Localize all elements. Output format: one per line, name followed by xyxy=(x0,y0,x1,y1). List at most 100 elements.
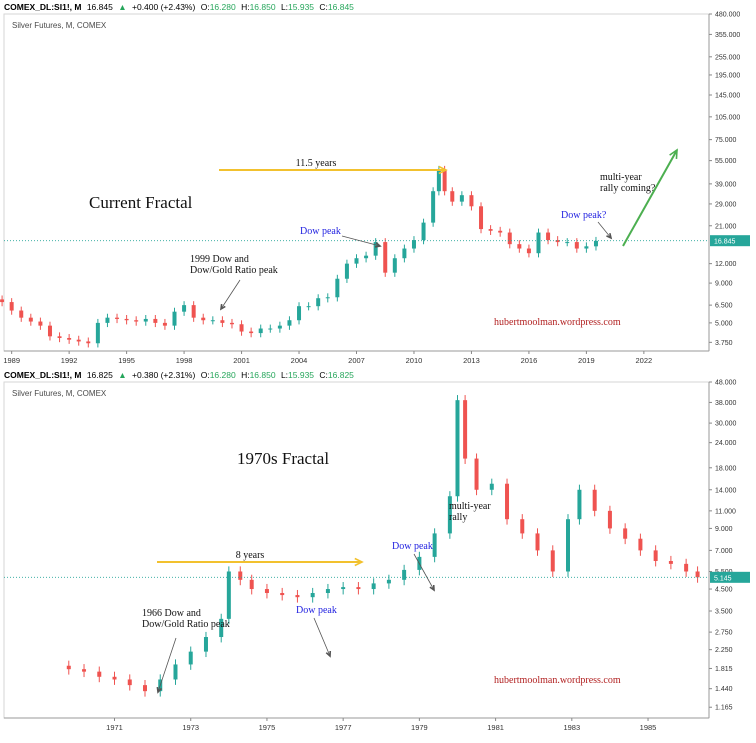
top-chart-panel: COMEX_DL:SI1!, M 16.845 ▲ +0.400 (+2.43%… xyxy=(0,0,756,368)
dow-peak-label-1973: Dow peak xyxy=(296,605,337,616)
low-value: 15.935 xyxy=(288,370,315,380)
candle-body xyxy=(668,561,673,564)
candle-body xyxy=(536,232,541,254)
y-tick-label: 75.000 xyxy=(715,137,737,144)
candle-body xyxy=(264,589,269,594)
span-label-8-years: 8 years xyxy=(236,550,265,561)
last-price-tag xyxy=(710,571,750,583)
x-tick-label: 1979 xyxy=(411,723,428,732)
plot-area xyxy=(3,381,710,719)
symbol-label[interactable]: COMEX_DL:SI1!, M xyxy=(4,2,82,12)
y-tick-label: 39.000 xyxy=(715,181,737,188)
candle-body xyxy=(488,229,493,231)
candle-body xyxy=(67,337,72,340)
candle-body xyxy=(249,579,254,590)
x-tick-label: 1992 xyxy=(61,356,78,365)
candle-body xyxy=(432,533,437,557)
y-tick-label: 9.000 xyxy=(715,526,733,533)
candle-body xyxy=(38,321,43,326)
candle-body xyxy=(325,297,330,299)
y-tick-label: 2.250 xyxy=(715,647,733,654)
high-value: 16.850 xyxy=(249,370,276,380)
candle-body xyxy=(354,258,359,264)
candle-body xyxy=(19,310,24,318)
candle-body xyxy=(316,298,321,307)
x-tick-label: 2010 xyxy=(406,356,423,365)
candle-body xyxy=(124,318,129,321)
close-label: C: xyxy=(319,2,328,12)
x-tick-label: 2016 xyxy=(521,356,538,365)
candle-body xyxy=(325,589,330,594)
candle-body xyxy=(295,595,300,598)
annotation-1999-dow-gold: Dow/Gold Ratio peak xyxy=(190,265,278,276)
candle-body xyxy=(507,232,512,245)
annotation-1966-dow-gold: Dow/Gold Ratio peak xyxy=(142,619,230,630)
candle-body xyxy=(203,637,208,652)
open-value: 16.280 xyxy=(209,2,236,12)
candle-body xyxy=(520,519,525,534)
y-tick-label: 4.500 xyxy=(715,587,733,594)
candle-body xyxy=(210,320,215,322)
candle-body xyxy=(258,328,263,334)
plot-area xyxy=(3,13,710,352)
candle-body xyxy=(592,489,597,511)
candle-body xyxy=(239,324,244,332)
top-quote-header: COMEX_DL:SI1!, M 16.845 ▲ +0.400 (+2.43%… xyxy=(0,0,756,14)
span-arrow-head xyxy=(438,165,448,175)
candle-body xyxy=(191,305,196,318)
dow-peak-question-label: Dow peak? xyxy=(561,210,607,221)
candle-body xyxy=(463,400,468,459)
dow-peak-pointer-head xyxy=(374,242,382,248)
low-label: L: xyxy=(280,370,289,380)
candle-body xyxy=(565,242,570,244)
candle-body xyxy=(474,458,479,490)
candle-body xyxy=(364,255,369,259)
low-label: L: xyxy=(280,2,289,12)
y-tick-label: 5.000 xyxy=(715,320,733,327)
candle-body xyxy=(201,317,206,321)
x-tick-label: 2022 xyxy=(636,356,653,365)
candle-body xyxy=(127,679,132,686)
candle-body xyxy=(447,496,452,534)
candle-body xyxy=(297,306,302,321)
annotation-1966-pointer xyxy=(157,637,177,693)
dow-peak-label: Dow peak xyxy=(300,226,341,237)
top-chart-svg[interactable]: 480.000 355.000 255.000 195.000 145.000 105.0… xyxy=(0,0,756,368)
symbol-label[interactable]: COMEX_DL:SI1!, M xyxy=(4,370,82,380)
y-tick-label: 105.000 xyxy=(715,114,740,121)
candle-body xyxy=(280,593,285,596)
y-tick-label: 6.500 xyxy=(715,303,733,310)
price-change: +0.400 (+2.43%) xyxy=(132,2,196,12)
candle-body xyxy=(566,519,570,572)
candle-body xyxy=(505,483,510,520)
candle-body xyxy=(229,322,234,325)
rally-arrow-head xyxy=(669,148,678,160)
dow-peak-1976-pointer xyxy=(413,553,435,591)
open-value: 16.280 xyxy=(209,370,236,380)
candle-body xyxy=(411,240,416,249)
x-tick-label: 1995 xyxy=(118,356,135,365)
candle-body xyxy=(47,325,52,337)
high-label: H: xyxy=(241,370,250,380)
candle-body xyxy=(555,240,560,243)
candle-body xyxy=(593,240,598,247)
candle-body xyxy=(607,510,612,529)
multi-year-rally-label: multi-year xyxy=(449,501,491,512)
y-tick-label: 11.000 xyxy=(715,508,736,515)
y-tick-label: 48.000 xyxy=(715,380,737,387)
last-price-tag xyxy=(710,235,750,247)
high-label: H: xyxy=(241,2,250,12)
open-label: O: xyxy=(200,370,210,380)
bottom-chart-svg[interactable]: 48.000 38.000 30.000 24.000 18.000 14.000 11.0… xyxy=(0,368,756,743)
candle-body xyxy=(306,306,311,308)
y-tick-label: 18.000 xyxy=(715,465,737,472)
candle-body xyxy=(469,195,474,207)
candle-body xyxy=(66,665,71,670)
candle-body xyxy=(450,191,455,202)
y-tick-label: 145.000 xyxy=(715,93,740,100)
candle-body xyxy=(28,317,33,322)
candle-body xyxy=(97,671,102,677)
y-tick-label: 1.165 xyxy=(715,705,733,712)
x-tick-label: 2007 xyxy=(348,356,365,365)
x-tick-label: 1983 xyxy=(563,723,580,732)
